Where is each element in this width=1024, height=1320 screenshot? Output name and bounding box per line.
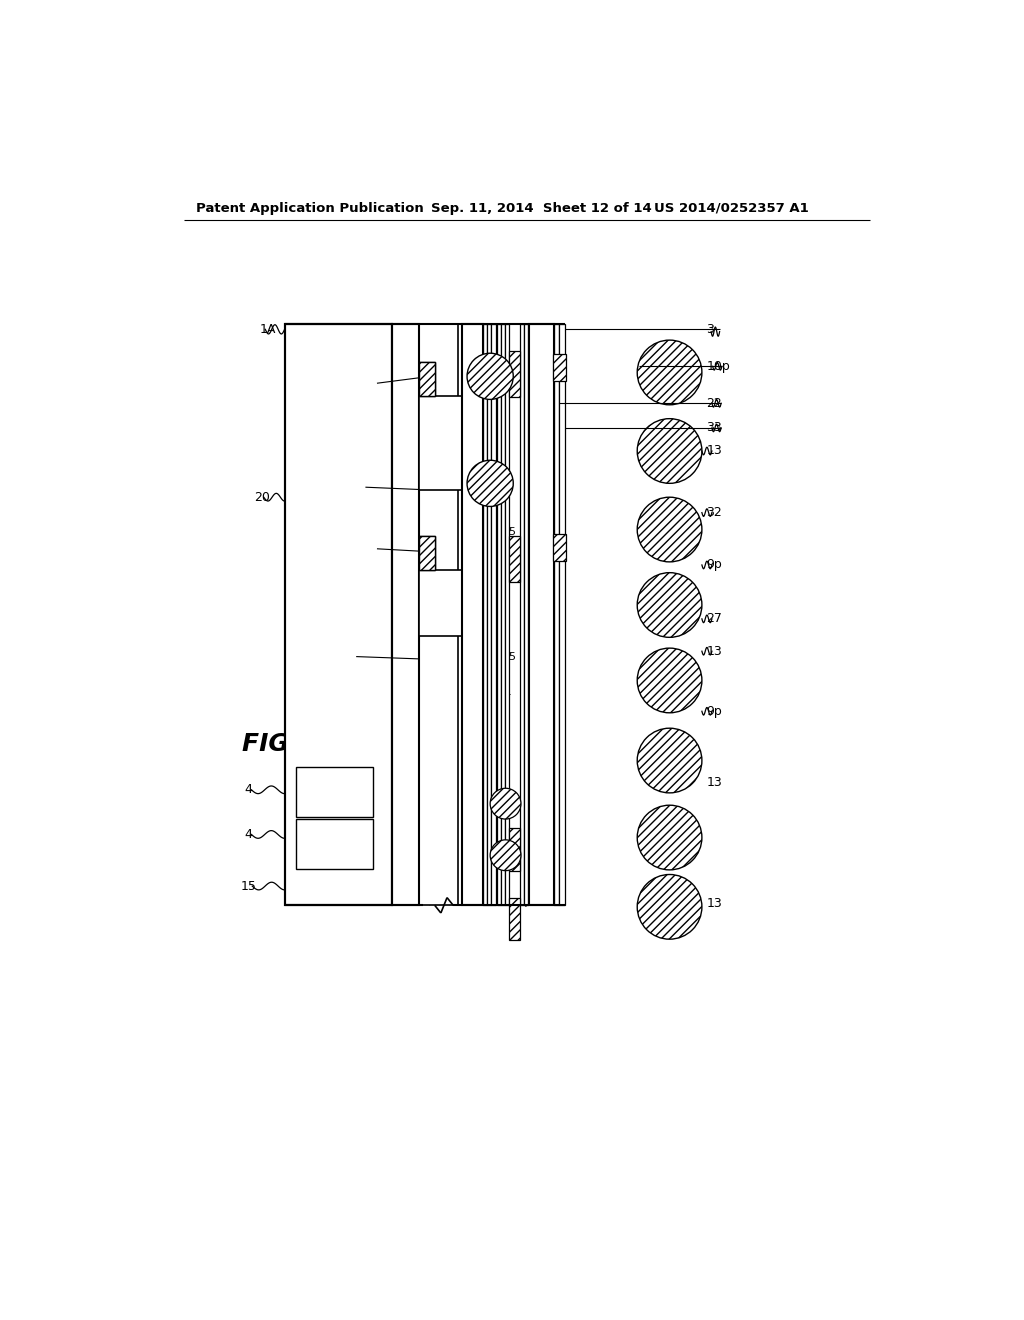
Bar	[529, 323, 554, 906]
Bar	[419, 536, 435, 570]
Bar	[509, 898, 520, 940]
Bar	[509, 536, 520, 582]
Circle shape	[490, 840, 521, 871]
Circle shape	[637, 341, 701, 405]
Bar	[554, 323, 559, 906]
Text: 1A: 1A	[260, 323, 276, 335]
Text: 13: 13	[707, 445, 722, 458]
Text: 11: 11	[495, 843, 509, 854]
Bar	[296, 767, 373, 817]
Bar	[462, 323, 483, 906]
Text: 13: 13	[707, 898, 722, 911]
Bar	[483, 323, 487, 906]
Text: 17: 17	[366, 380, 380, 391]
Bar	[520, 323, 524, 906]
Text: Patent Application Publication: Patent Application Publication	[196, 202, 424, 215]
Circle shape	[637, 498, 701, 562]
Text: 30: 30	[490, 706, 505, 717]
Polygon shape	[419, 396, 462, 490]
Circle shape	[637, 875, 701, 940]
Bar	[296, 818, 373, 869]
Text: 24: 24	[497, 689, 511, 698]
Circle shape	[637, 573, 701, 638]
Text: 10p: 10p	[707, 360, 730, 372]
Bar	[501, 323, 505, 906]
Circle shape	[637, 805, 701, 870]
Bar	[553, 354, 565, 381]
Text: 7p: 7p	[527, 799, 542, 809]
Text: 3: 3	[707, 323, 715, 335]
Bar	[524, 323, 528, 906]
Text: 4: 4	[245, 783, 252, 796]
Text: 11: 11	[495, 791, 509, 801]
Text: 17: 17	[366, 546, 380, 556]
Bar	[419, 362, 435, 396]
Text: US 2014/0252357 A1: US 2014/0252357 A1	[654, 202, 809, 215]
Bar	[553, 535, 565, 561]
Bar	[419, 536, 435, 570]
Text: 2: 2	[472, 735, 479, 746]
Text: 6p: 6p	[521, 783, 536, 793]
Text: 20: 20	[254, 491, 269, 504]
Text: 12: 12	[482, 661, 497, 672]
Text: 18: 18	[487, 653, 502, 664]
Circle shape	[467, 461, 513, 507]
Text: FIG. 12: FIG. 12	[243, 731, 342, 755]
Text: 35: 35	[502, 652, 516, 663]
Circle shape	[637, 729, 701, 793]
Text: Sep. 11, 2014  Sheet 12 of 14: Sep. 11, 2014 Sheet 12 of 14	[431, 202, 651, 215]
Bar	[559, 323, 565, 906]
Polygon shape	[419, 570, 462, 636]
Bar	[285, 323, 392, 906]
Text: 8p: 8p	[482, 339, 497, 350]
Text: 26: 26	[481, 721, 496, 731]
Circle shape	[637, 418, 701, 483]
Bar	[509, 351, 520, 397]
Text: 32: 32	[707, 506, 722, 519]
Circle shape	[467, 354, 513, 400]
Text: 8p: 8p	[477, 669, 492, 680]
Text: 13: 13	[707, 776, 722, 788]
Polygon shape	[419, 323, 458, 906]
Text: 35: 35	[502, 527, 516, 537]
Text: 33: 33	[707, 421, 722, 434]
Text: 9p: 9p	[707, 705, 722, 718]
Bar	[392, 323, 419, 906]
Bar	[487, 323, 490, 906]
Text: 24: 24	[514, 899, 528, 908]
Bar	[490, 323, 496, 906]
Text: 22: 22	[707, 397, 722, 409]
Text: 15: 15	[241, 879, 257, 892]
Bar	[509, 829, 520, 871]
Text: 12: 12	[494, 326, 507, 337]
Bar	[285, 323, 392, 906]
Text: 16: 16	[342, 652, 358, 665]
Text: 14: 14	[477, 727, 492, 738]
Text: 16: 16	[354, 483, 370, 496]
Text: 27: 27	[707, 612, 722, 626]
Bar	[505, 323, 509, 906]
Text: 4: 4	[245, 828, 252, 841]
Text: 31: 31	[494, 458, 508, 467]
Bar	[497, 323, 501, 906]
Text: 5: 5	[486, 714, 494, 723]
Text: 18: 18	[487, 333, 502, 343]
Circle shape	[490, 788, 521, 818]
Text: 13: 13	[707, 644, 722, 657]
Circle shape	[637, 648, 701, 713]
Text: 9p: 9p	[707, 558, 722, 572]
Bar	[419, 362, 435, 396]
